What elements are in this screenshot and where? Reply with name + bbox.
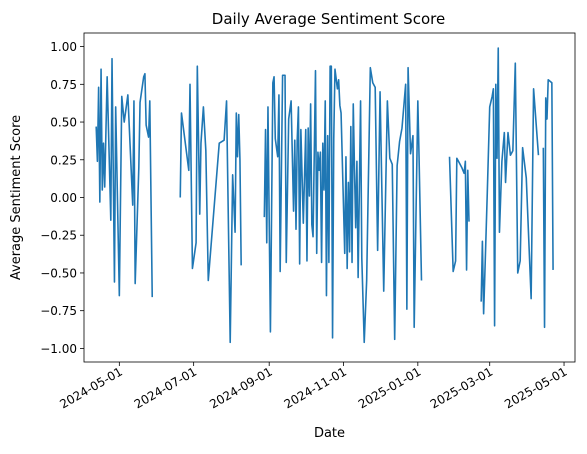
series-line-segment-2 (179, 65, 242, 344)
series-line-segment-3 (263, 65, 423, 344)
y-tick-label: 0.75 (50, 78, 77, 92)
series-line-segment-6 (542, 78, 554, 329)
y-tick-label: 1.00 (50, 40, 77, 54)
y-axis-label: Average Sentiment Score (9, 115, 24, 280)
y-tick-label: −1.00 (40, 342, 77, 356)
y-axis: 1.00 0.75 0.50 0.25 0.00 −0.25 −0.50 −0.75 −1.00 (40, 40, 84, 356)
plot-area (95, 47, 554, 344)
y-tick-label: −0.25 (40, 229, 77, 243)
y-tick-label: −0.75 (40, 304, 77, 318)
y-tick-label: 0.25 (50, 153, 77, 167)
series-line-segment-4 (448, 156, 470, 273)
series-line-segment-1 (95, 57, 154, 298)
y-tick-label: 0.00 (50, 191, 77, 205)
series-line-segment-5 (480, 47, 540, 327)
y-tick-label: −0.50 (40, 266, 77, 280)
chart-title: Daily Average Sentiment Score (212, 10, 445, 28)
y-tick-label: 0.50 (50, 116, 77, 130)
x-axis-label: Date (314, 426, 345, 441)
plot-frame (83, 32, 576, 363)
